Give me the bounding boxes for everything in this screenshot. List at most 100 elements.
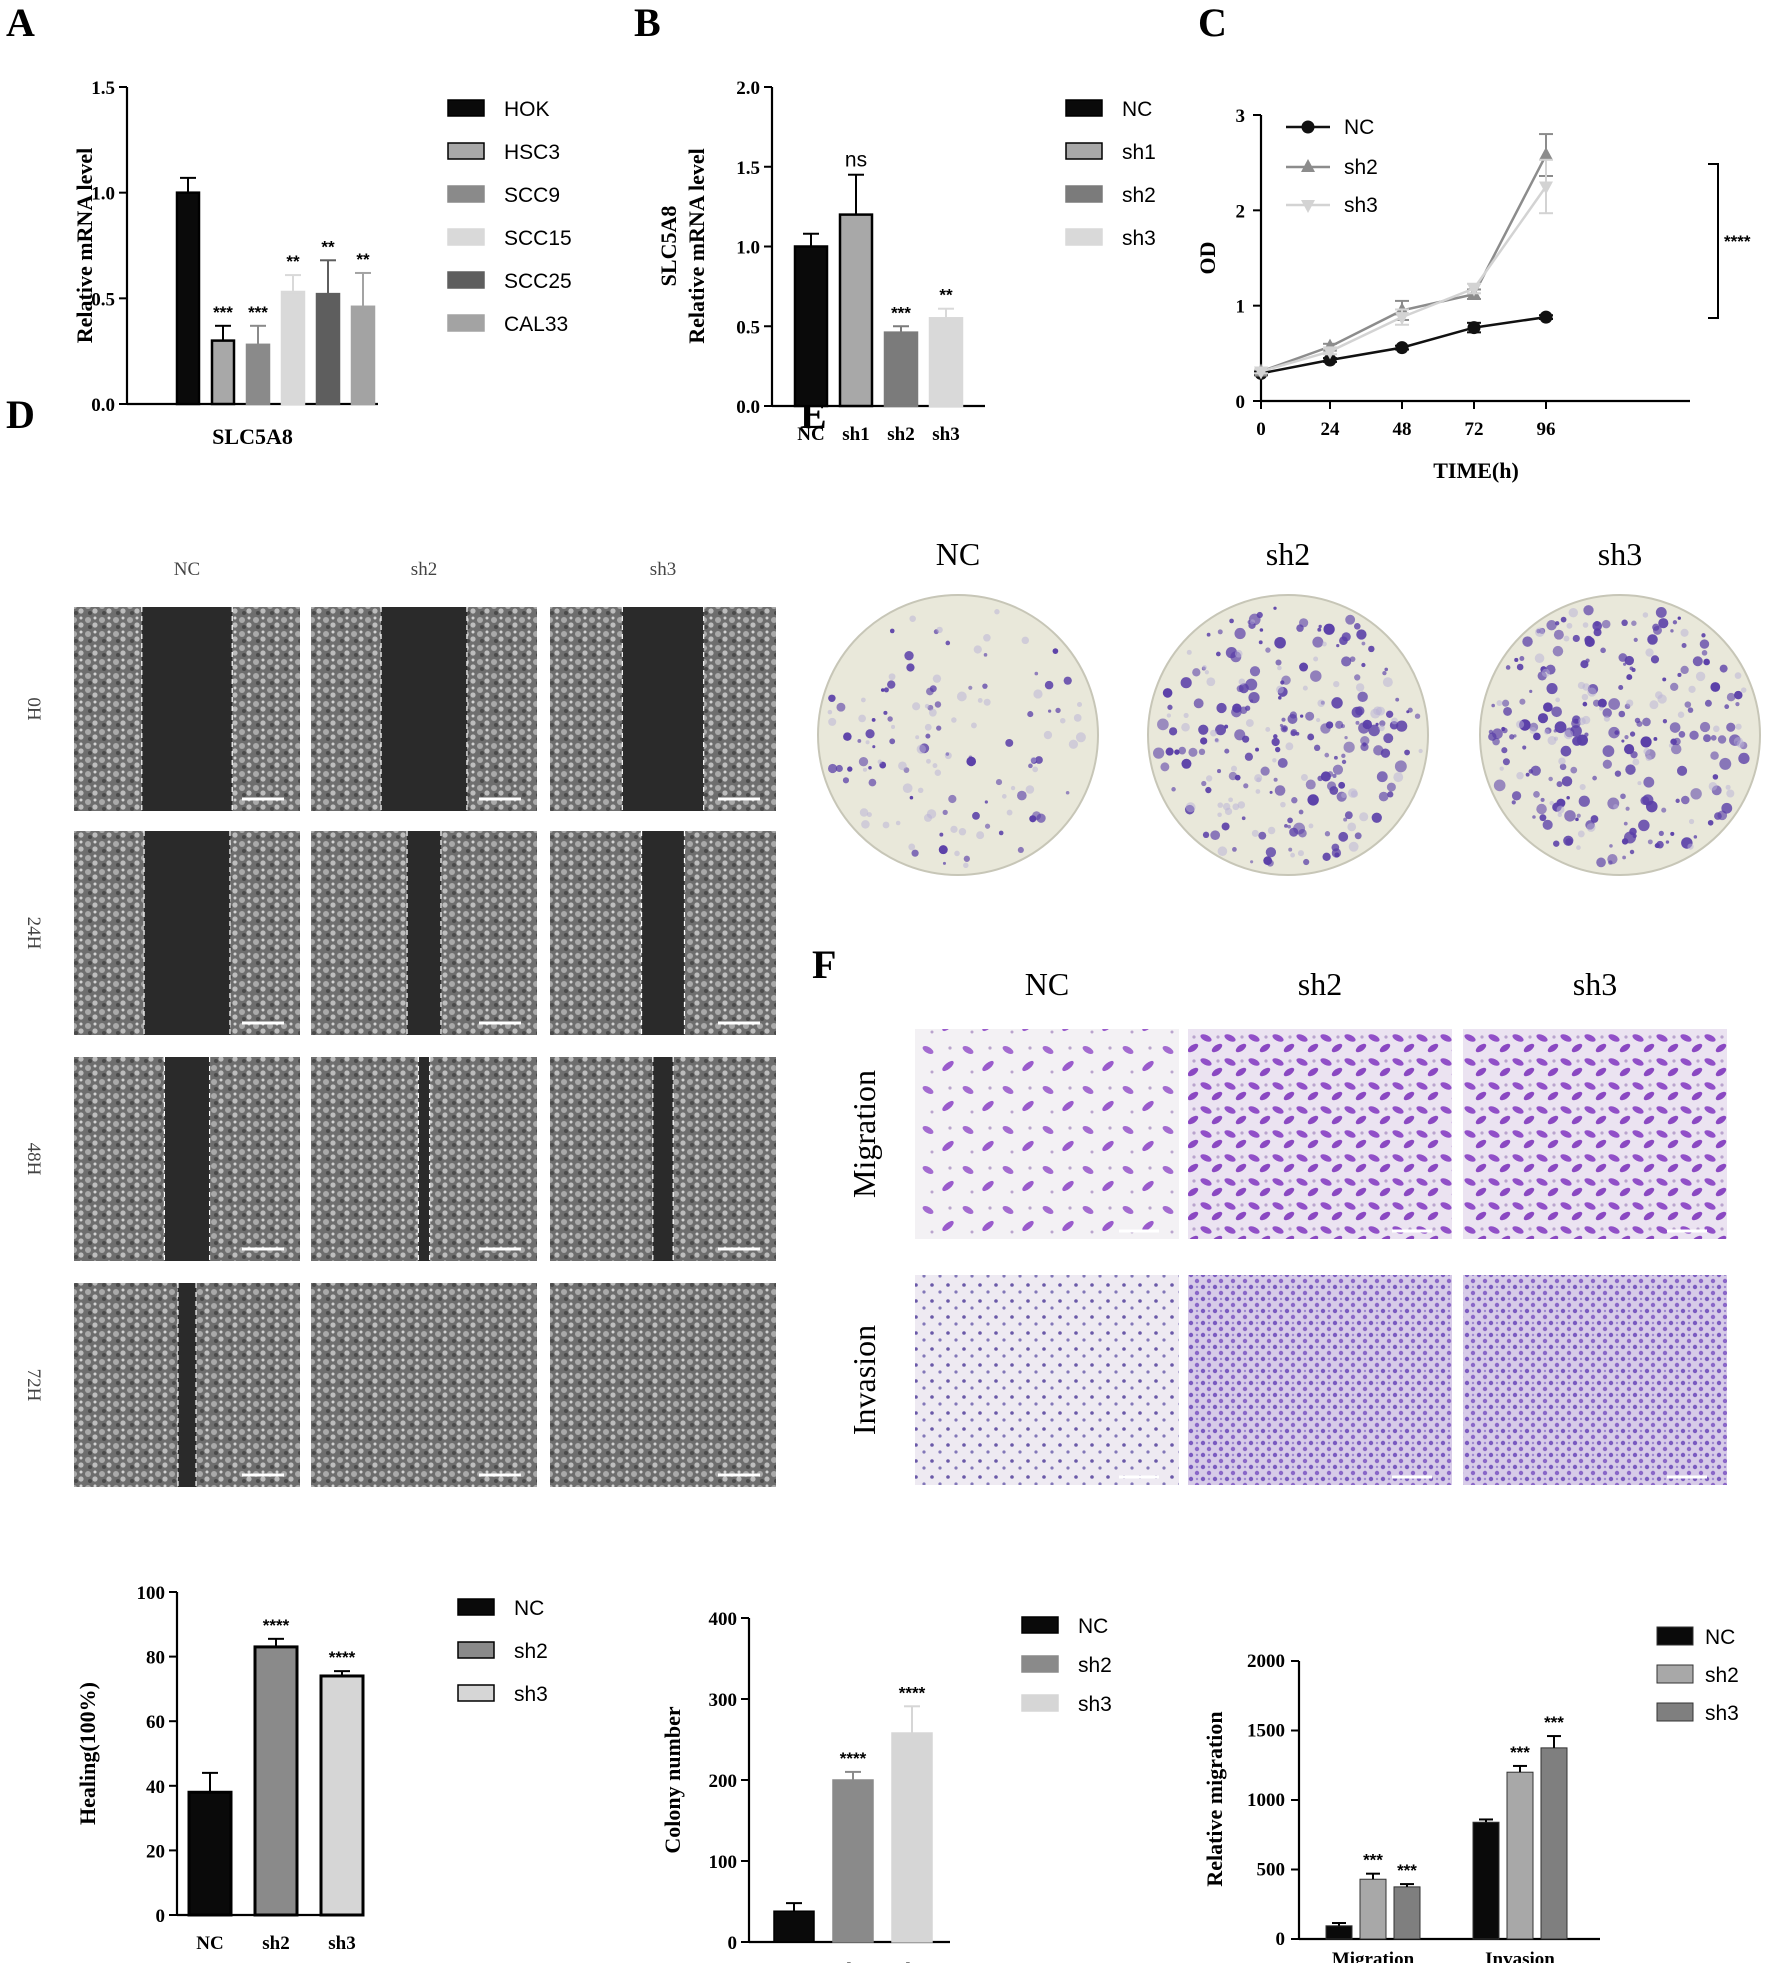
legend-label: sh3 [514, 1683, 548, 1706]
colony-dot [1614, 770, 1622, 777]
colony-dot [1717, 735, 1727, 744]
colony-dot [1514, 657, 1519, 663]
y-tick-label: 1.0 [736, 238, 760, 259]
colony-dot [1623, 662, 1627, 666]
legend-label: CAL33 [504, 313, 568, 336]
colony-dot [1699, 639, 1710, 649]
legend-swatch [1065, 142, 1103, 160]
colony-dot [1551, 706, 1562, 718]
point-marker [1323, 346, 1337, 360]
legend-swatch [457, 1641, 495, 1659]
colony-dot [843, 732, 852, 741]
colony-dot [1284, 823, 1288, 828]
wound-gap [164, 1057, 210, 1261]
significance-label: **** [840, 1749, 867, 1768]
significance-label: *** [1510, 1743, 1530, 1762]
colony-dot [1640, 796, 1650, 805]
colony-dot [1618, 685, 1624, 691]
transwell-image [1188, 1275, 1452, 1485]
colony-dot [1360, 735, 1370, 746]
faint-colony [1688, 685, 1696, 693]
colony-dot [1618, 710, 1626, 718]
faint-colony [858, 714, 866, 723]
colony-dot [1665, 840, 1670, 844]
colony-dot [1406, 710, 1410, 714]
colony-dot [1324, 831, 1331, 837]
colony-dot [1655, 607, 1667, 618]
x-tick-label: sh2 [839, 1960, 866, 1963]
faint-colony [977, 698, 983, 703]
significance-label: ns [845, 149, 867, 172]
colony-dot [1281, 675, 1291, 685]
colony-dot [1303, 858, 1310, 866]
y-tick-label: 1.5 [736, 158, 760, 179]
x-tick-label: sh1 [842, 424, 869, 445]
faint-colony [951, 717, 957, 723]
significance-label: ** [356, 250, 370, 269]
legend-swatch [1065, 99, 1103, 117]
colony-dot [1239, 706, 1248, 715]
colony-dot [1516, 663, 1524, 671]
faint-colony [1534, 653, 1545, 664]
y-tick-label: 1.5 [91, 78, 115, 99]
colony-dot [1624, 655, 1634, 666]
colony-dot [1703, 734, 1711, 743]
colony-dot [1546, 620, 1557, 631]
faint-colony [936, 626, 943, 634]
faint-colony [902, 783, 913, 794]
x-tick-label: Migration [1332, 1949, 1415, 1963]
colony-dot [872, 745, 876, 749]
point-marker [1467, 321, 1481, 335]
colony-dot [1325, 721, 1334, 729]
colony-dot [1563, 835, 1574, 846]
colony-dot [1274, 785, 1286, 796]
colony-dot [1710, 682, 1721, 692]
colony-dot [836, 702, 846, 712]
legend-label: NC [514, 1597, 544, 1620]
faint-colony [1668, 743, 1674, 748]
transwell-image [1188, 1029, 1452, 1239]
faint-colony [934, 769, 942, 776]
colony-dot [948, 794, 957, 804]
panel-letter-c: C [1198, 0, 1227, 45]
legend-swatch [1656, 1626, 1694, 1646]
colony-dot [1502, 758, 1510, 766]
faint-colony [1355, 683, 1365, 692]
colony-dot [1548, 776, 1553, 782]
significance-bracket [1708, 163, 1719, 319]
colony-dot [1278, 696, 1282, 700]
legend-swatch [457, 1684, 495, 1702]
colony-dot [1602, 708, 1612, 718]
colony-dot [1681, 795, 1690, 805]
faint-colony [1222, 802, 1231, 811]
colony-dot [1701, 633, 1706, 638]
faint-colony [1217, 802, 1224, 808]
column-label: sh3 [650, 559, 676, 580]
legend-label: sh3 [1705, 1702, 1739, 1725]
colony-dot [1313, 744, 1321, 752]
colony-dot [827, 763, 838, 774]
y-axis-label-line1: SLC5A8 [656, 206, 681, 287]
faint-colony [1740, 687, 1747, 693]
column-label: NC [1025, 966, 1069, 1002]
y-axis-label: OD [1195, 242, 1220, 275]
colony-dot [1281, 717, 1286, 722]
colony-dot [1584, 636, 1595, 647]
colony-dot [1656, 840, 1664, 849]
faint-colony [1308, 823, 1314, 829]
colony-dot [1714, 812, 1722, 820]
y-axis-label: Colony number [660, 1706, 685, 1854]
faint-colony [1378, 724, 1385, 732]
colony-dot [1221, 822, 1230, 831]
y-axis-label: Relative mRNA level [72, 148, 97, 344]
colony-dot [1676, 765, 1688, 776]
colony-dot [1608, 726, 1620, 739]
faint-colony [898, 761, 907, 771]
colony-dot [1153, 747, 1165, 759]
colony-dot [1193, 698, 1204, 709]
legend-label: sh2 [514, 1640, 548, 1663]
legend-label: sh2 [1078, 1654, 1112, 1677]
panel-letter-f: F [812, 942, 836, 987]
faint-colony [895, 820, 901, 826]
faint-colony [1643, 747, 1651, 755]
